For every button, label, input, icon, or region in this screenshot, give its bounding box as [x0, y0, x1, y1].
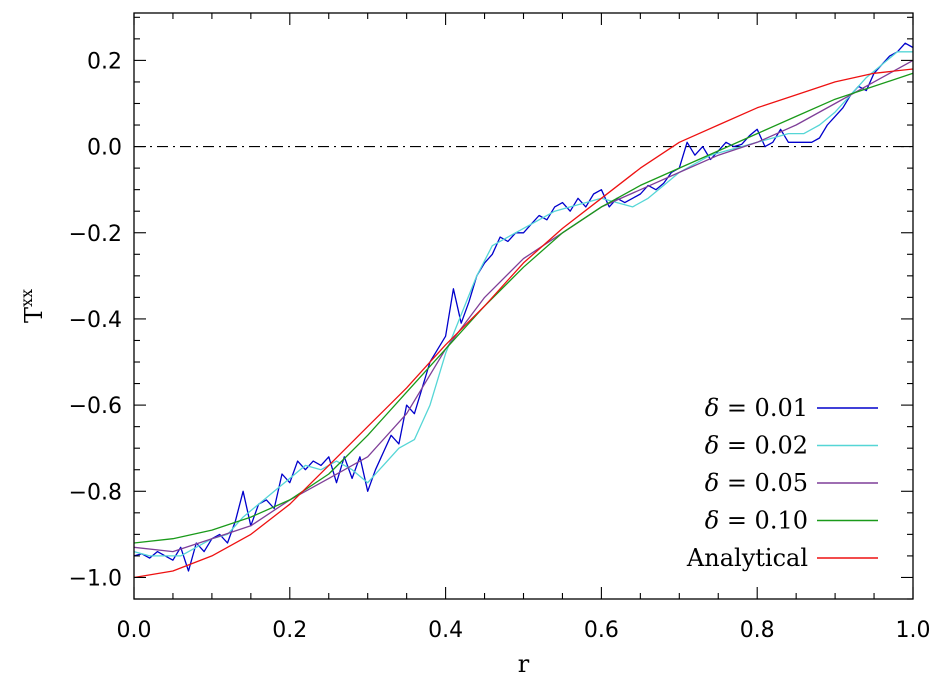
x-tick-label: 0.4 [428, 618, 463, 643]
legend-value: = 0.10 [727, 507, 808, 535]
y-tick-label: 0.0 [87, 136, 122, 161]
series-line-4 [133, 68, 914, 579]
series-layer [133, 42, 914, 579]
x-tick-label: 0.0 [117, 618, 152, 643]
series-line-2 [133, 59, 914, 553]
legend-label-3: δ = 0.10 [705, 507, 808, 535]
y-tick-label: 0.2 [87, 49, 122, 74]
legend: δ = 0.01δ = 0.02δ = 0.05δ = 0.10Analytic… [686, 394, 878, 572]
y-tick-label: −0.6 [69, 394, 122, 419]
y-tick-label: −0.2 [69, 222, 122, 247]
legend-label-2: δ = 0.05 [705, 469, 808, 497]
y-tick-label: −0.4 [69, 308, 122, 333]
series-line-3 [133, 72, 914, 544]
legend-label-4: Analytical [686, 544, 808, 572]
y-axis-label-main: T [20, 307, 48, 323]
y-tick-label: −1.0 [69, 566, 122, 591]
y-axis-label: Txx [17, 289, 48, 323]
legend-delta-symbol: δ [705, 394, 727, 422]
x-tick-label: 0.2 [272, 618, 307, 643]
x-axis-label: r [518, 650, 530, 677]
legend-value: = 0.05 [727, 469, 808, 497]
series-line-0 [133, 42, 914, 572]
series-line-1 [133, 51, 913, 557]
legend-value: = 0.02 [727, 432, 808, 460]
legend-delta-symbol: δ [705, 507, 727, 535]
legend-label-0: δ = 0.01 [705, 394, 808, 422]
x-tick-label: 0.6 [584, 618, 619, 643]
legend-label-1: δ = 0.02 [705, 432, 808, 460]
y-tick-label: −0.8 [69, 480, 122, 505]
legend-value: Analytical [686, 544, 808, 572]
ticks-layer [133, 13, 914, 600]
x-tick-label: 1.0 [896, 618, 931, 643]
x-tick-label: 0.8 [740, 618, 775, 643]
legend-delta-symbol: δ [705, 469, 727, 497]
legend-value: = 0.01 [727, 394, 808, 422]
y-axis-label-superscript: xx [17, 289, 36, 307]
tick-labels-layer: 0.0 0.2 0.4 0.6 0.8 1.0 0.2 0.0 −0.2 −0.4 −0.6 −0.8… [69, 49, 931, 643]
legend-delta-symbol: δ [705, 432, 727, 460]
